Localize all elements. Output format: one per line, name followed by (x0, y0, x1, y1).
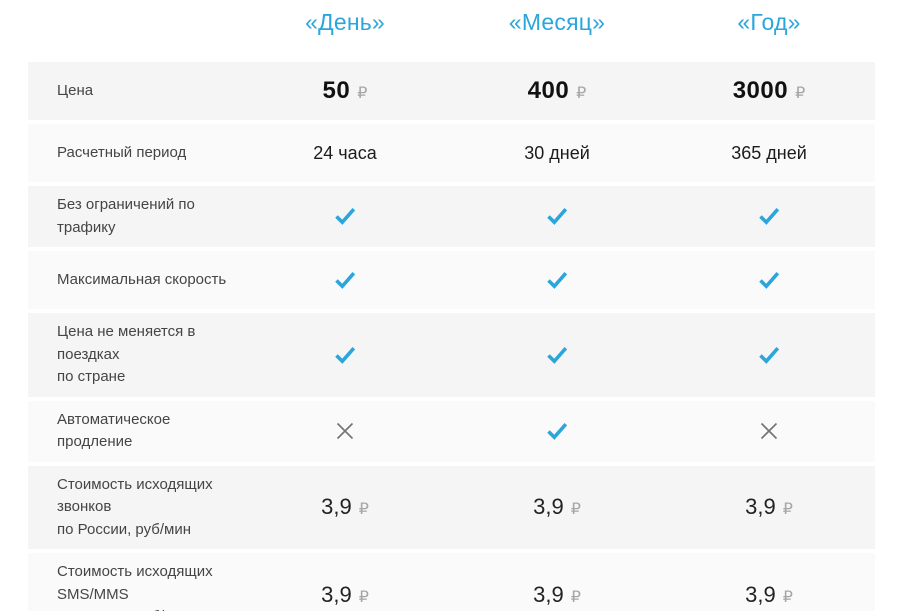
text-cell: 365 дней (663, 143, 875, 164)
price-cell: 400 ₽ (451, 77, 663, 105)
tariff-table-body: Цена 50 ₽400 ₽3000 ₽ Расчетный период 24 часа 3… (28, 62, 875, 611)
check-icon (547, 422, 568, 440)
row-label: Стоимость исходящих звонков по России, р… (57, 475, 213, 538)
ruble-sign: ₽ (570, 501, 581, 519)
check-cell (451, 346, 663, 364)
price-value: 3,9 (533, 581, 564, 607)
price-value: 3,9 (533, 494, 564, 520)
header-spacer (28, 14, 239, 30)
check-icon-wrap (758, 346, 780, 364)
row-label: Цена не меняется в поездках по стране (57, 323, 196, 385)
check-cell (663, 271, 875, 289)
ruble-sign: ₽ (782, 588, 793, 606)
check-icon-wrap (334, 207, 356, 226)
text-cell: 24 часа (239, 143, 451, 164)
row-label: Стоимость исходящих SMS/MMS по России, р… (57, 563, 213, 611)
check-icon (335, 208, 356, 226)
table-row: Стоимость исходящих SMS/MMS по России, р… (28, 553, 875, 611)
check-icon (335, 271, 356, 289)
ruble-sign: ₽ (782, 501, 793, 519)
price-cell: 3,9 ₽ (239, 582, 451, 608)
row-label: Максимальная скорость (57, 270, 227, 288)
price-cell: 50 ₽ (239, 77, 451, 105)
row-label: Цена (57, 81, 94, 99)
check-icon (547, 346, 568, 364)
ruble-sign: ₽ (358, 501, 369, 519)
price-cell: 3,9 ₽ (451, 582, 663, 608)
check-icon-wrap (758, 271, 780, 289)
check-icon-wrap (546, 346, 568, 364)
check-icon (547, 208, 568, 226)
check-icon (335, 346, 356, 364)
check-cell (451, 422, 663, 440)
ruble-sign: ₽ (358, 588, 369, 606)
check-icon-wrap (334, 346, 356, 364)
ruble-sign: ₽ (570, 588, 581, 606)
check-icon (759, 208, 780, 226)
check-icon-wrap (758, 207, 780, 226)
check-icon-wrap (334, 271, 356, 289)
price-value: 3,9 (321, 494, 352, 520)
row-label: Без ограничений по трафику (57, 196, 195, 236)
price-cell: 3,9 ₽ (663, 494, 875, 520)
price-value: 3000 (732, 77, 789, 104)
cross-icon (336, 422, 354, 440)
ruble-sign: ₽ (357, 85, 368, 102)
check-cell (239, 271, 451, 289)
check-icon (759, 346, 780, 364)
cross-icon-wrap (759, 421, 779, 441)
table-row: Цена не меняется в поездках по стране (28, 313, 875, 397)
ruble-sign: ₽ (576, 85, 587, 102)
check-icon (547, 271, 568, 289)
table-header-row: «День» «Месяц» «Год» (28, 0, 875, 44)
price-cell: 3,9 ₽ (451, 494, 663, 520)
column-header-month[interactable]: «Месяц» (508, 8, 606, 35)
price-cell: 3,9 ₽ (663, 582, 875, 608)
check-cell (663, 346, 875, 364)
cross-icon (760, 422, 778, 440)
text-value: 24 часа (313, 142, 377, 163)
check-cell (451, 271, 663, 289)
table-row: Автоматическое продление (28, 400, 875, 462)
column-header-year[interactable]: «Год» (737, 8, 801, 35)
price-cell: 3000 ₽ (663, 77, 875, 105)
text-cell: 30 дней (451, 143, 663, 164)
text-value: 30 дней (524, 142, 590, 163)
check-icon-wrap (546, 422, 568, 440)
cross-cell (239, 421, 451, 441)
cross-icon-wrap (335, 421, 355, 441)
price-value: 3,9 (745, 494, 776, 520)
price-value: 3,9 (321, 581, 352, 607)
row-label: Автоматическое продление (57, 410, 171, 451)
check-cell (239, 207, 451, 226)
table-row: Цена 50 ₽400 ₽3000 ₽ (28, 62, 875, 120)
table-row: Стоимость исходящих звонков по России, р… (28, 465, 875, 549)
table-row: Максимальная скорость (28, 251, 875, 309)
price-value: 3,9 (745, 581, 776, 607)
check-cell (663, 207, 875, 226)
table-row: Без ограничений по трафику (28, 186, 875, 247)
check-icon (759, 271, 780, 289)
check-icon-wrap (546, 271, 568, 289)
text-value: 365 дней (731, 142, 807, 163)
ruble-sign: ₽ (795, 85, 806, 102)
table-row: Расчетный период 24 часа 30 дней 365 дней (28, 124, 875, 182)
price-cell: 3,9 ₽ (239, 494, 451, 520)
price-value: 400 (527, 77, 570, 104)
column-header-day[interactable]: «День» (305, 8, 385, 35)
check-icon-wrap (546, 207, 568, 226)
price-value: 50 (322, 77, 351, 104)
row-label: Расчетный период (57, 143, 187, 161)
check-cell (451, 207, 663, 226)
cross-cell (663, 421, 875, 441)
check-cell (239, 346, 451, 364)
